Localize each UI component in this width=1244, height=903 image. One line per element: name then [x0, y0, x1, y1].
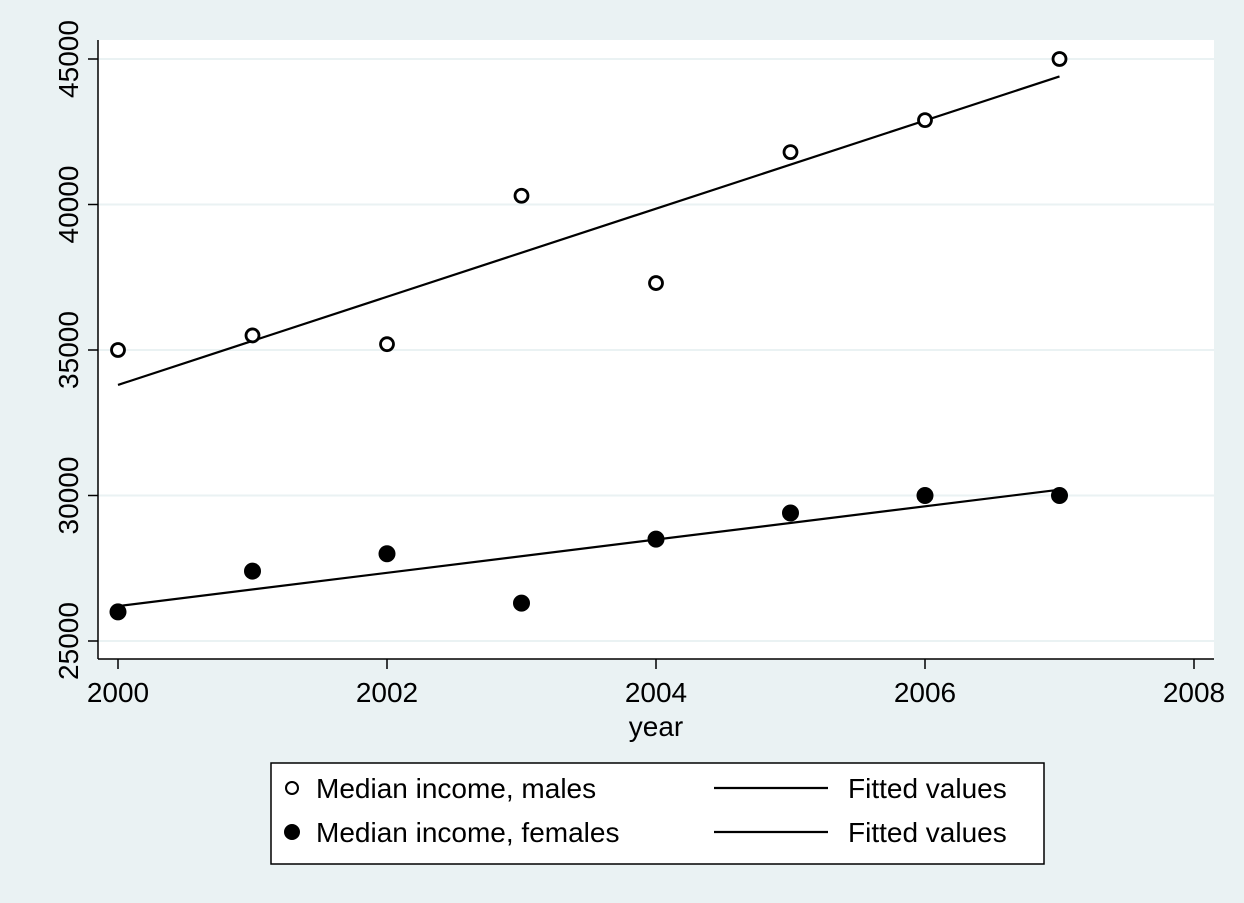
x-tick-label: 2004 — [625, 677, 687, 708]
male-point — [110, 342, 126, 358]
x-tick-label: 2006 — [894, 677, 956, 708]
y-tick-label: 25000 — [53, 602, 84, 680]
female-point — [647, 530, 665, 548]
female-point — [782, 504, 799, 522]
male-point — [379, 336, 395, 353]
y-tick-label: 40000 — [53, 166, 84, 244]
y-tick-label: 45000 — [53, 20, 84, 98]
female-point — [109, 603, 127, 621]
female-point — [378, 545, 396, 563]
x-tick-label: 2002 — [356, 677, 418, 708]
legend-label: Median income, males — [316, 773, 596, 804]
male-point — [917, 112, 933, 129]
legend: Median income, males Median income, femal… — [270, 762, 1045, 865]
female-point — [513, 594, 530, 612]
fit-lines — [117, 75, 1060, 608]
gridlines — [98, 58, 1214, 642]
legend-box — [270, 762, 1045, 865]
male-point — [648, 275, 664, 291]
data-points — [109, 51, 1068, 621]
male-point — [1051, 51, 1068, 67]
x-tick-label: 2000 — [87, 677, 149, 708]
x-tick-label: 2008 — [1163, 677, 1225, 708]
male-point — [244, 327, 261, 344]
legend-label: Fitted values — [848, 817, 1007, 848]
fitted-line-3 — [117, 488, 1060, 608]
legend-label: Fitted values — [848, 773, 1007, 804]
y-tick-label: 35000 — [53, 311, 84, 389]
fitted-line-2 — [117, 75, 1060, 386]
y-tick-label: 30000 — [53, 457, 84, 535]
male-point — [513, 187, 530, 204]
legend-marker — [285, 781, 299, 795]
legend-label: Median income, females — [316, 817, 619, 848]
female-point — [244, 562, 261, 580]
male-point — [782, 144, 799, 161]
female-point — [1051, 487, 1068, 504]
axes: 25000 30000 35000 40000 45000 2000 2002 2004 200… — [53, 20, 1225, 708]
female-point — [916, 487, 934, 504]
legend-marker — [284, 824, 300, 840]
x-axis-label: year — [629, 711, 683, 742]
